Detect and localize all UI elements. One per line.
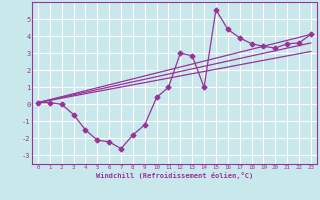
X-axis label: Windchill (Refroidissement éolien,°C): Windchill (Refroidissement éolien,°C) <box>96 172 253 179</box>
